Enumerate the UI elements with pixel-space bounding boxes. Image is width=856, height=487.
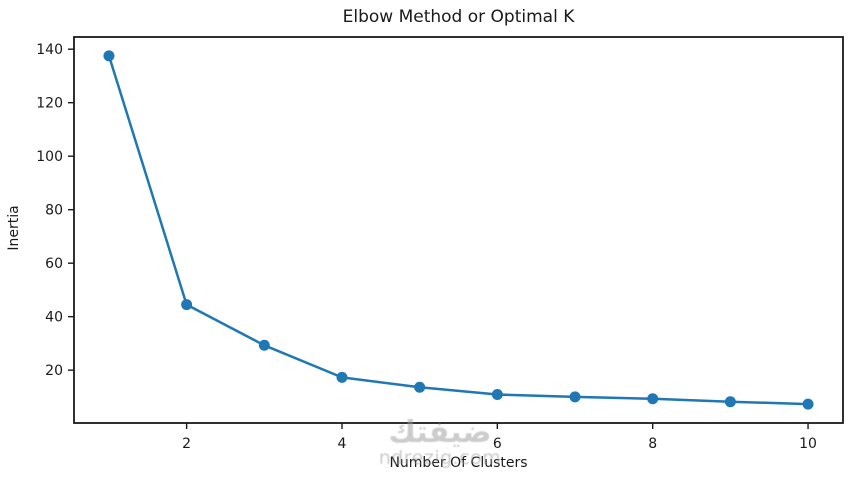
data-point: [103, 50, 115, 62]
x-tick-label: 8: [648, 436, 657, 452]
y-tick-label: 60: [45, 256, 63, 272]
data-point: [258, 339, 270, 351]
data-point: [724, 396, 736, 408]
x-tick-label: 4: [338, 436, 347, 452]
data-point: [181, 299, 193, 311]
data-line: [107, 54, 810, 406]
y-tick-label: 20: [45, 363, 63, 379]
x-tick-label: 2: [182, 436, 191, 452]
x-axis-label: Number Of Clusters: [389, 455, 528, 471]
data-point: [414, 381, 426, 393]
y-axis-label: Inertia: [6, 205, 22, 251]
data-point: [802, 398, 814, 410]
y-tick-label: 140: [36, 42, 63, 58]
x-tick-label: 10: [799, 436, 817, 452]
y-tick-label: 80: [45, 203, 63, 219]
chart-title: Elbow Method or Optimal K: [342, 7, 575, 27]
data-point: [569, 391, 581, 403]
axes-spines: [73, 36, 844, 424]
y-tick-label: 120: [36, 96, 63, 112]
data-point: [336, 371, 348, 383]
x-tick-label: 6: [493, 436, 502, 452]
data-point: [647, 393, 659, 405]
y-tick-label: 40: [45, 310, 63, 326]
data-point: [491, 388, 503, 400]
y-tick-label: 100: [36, 149, 63, 165]
